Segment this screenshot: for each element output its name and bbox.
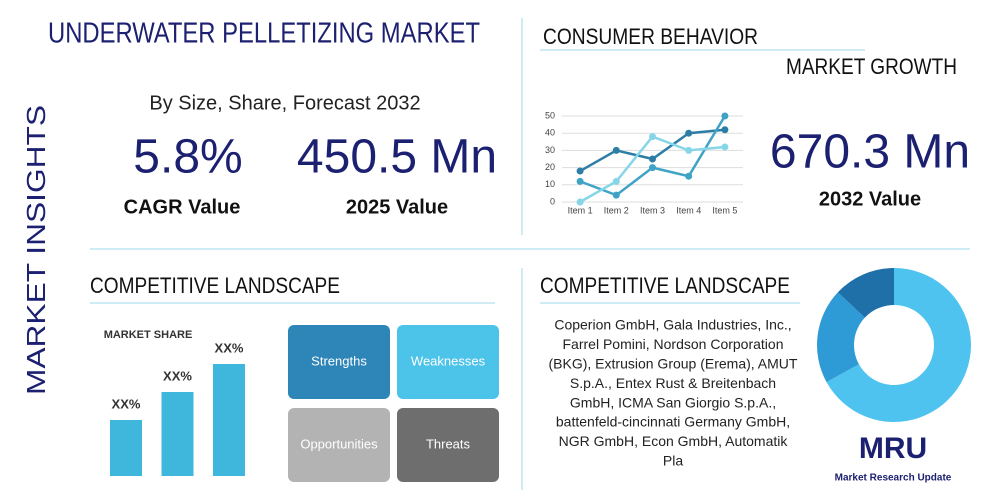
stat-label: 2032 Value [819,188,921,210]
point [685,129,693,137]
y-tick-label: 50 [545,110,555,120]
company-text: Farrel Pomini, Nordson Corporation [563,336,784,352]
point [685,172,693,180]
point [612,146,620,154]
y-tick-label: 40 [545,128,555,138]
swot-label: Weaknesses [411,353,486,368]
company-text: (BKG), Extrusion Group (Erema), AMUT [549,356,798,372]
section-subtitle: MARKET GROWTH [786,54,957,79]
subtitle: By Size, Share, Forecast 2032 [149,92,420,114]
y-tick-label: 30 [545,145,555,155]
point [649,133,656,141]
logo-name: Market Research Update [835,473,952,484]
bar [213,364,245,476]
point [576,167,584,175]
bar [110,420,142,476]
company-text: Pla [663,453,683,469]
company-text: NGR GmbH, Econ GmbH, Automatik [559,433,789,449]
donut-slice [837,268,894,318]
swot-box [288,325,390,399]
y-tick-label: 10 [545,179,555,189]
point [612,177,620,185]
company-text: battenfeld-cincinnati Germany GmbH, [556,414,790,430]
value-label: XX% [163,368,192,383]
section-title: CONSUMER BEHAVIOR [543,24,758,49]
stat-label: 2025 Value [346,196,448,218]
value-label: XX% [215,340,244,355]
donut-slice [826,268,971,423]
swot-label: Threats [426,436,471,451]
point [721,112,729,120]
stat-label: CAGR Value [124,196,241,218]
side-label: MARKET INSIGHTS [21,105,51,395]
point [612,191,620,199]
value-label: XX% [112,396,141,411]
main-title: UNDERWATER PELLETIZING MARKET [48,18,480,50]
donut-slice [817,292,865,383]
point [649,155,656,163]
company-text: Coperion GmbH, Gala Industries, Inc., [554,317,791,333]
swot-label: Strengths [311,353,367,368]
point [576,198,584,206]
section-title: COMPETITIVE LANDSCAPE [540,273,790,298]
y-tick-label: 0 [550,196,555,206]
swot-box [288,408,390,482]
x-tick-label: Item 5 [712,205,737,215]
point [721,126,729,134]
y-tick-label: 20 [545,162,555,172]
logo-mark: MRU [859,432,927,465]
bar [161,392,194,476]
point [649,164,656,172]
swot-box [397,325,499,399]
x-tick-label: Item 3 [640,205,665,215]
point [576,177,584,185]
swot-label: Opportunities [300,436,378,451]
company-text: S.p.A., Entex Rust & Breitenbach [570,375,776,391]
x-tick-label: Item 1 [568,205,593,215]
x-tick-label: Item 2 [604,205,629,215]
stat-value: 670.3 Mn [770,126,970,179]
section-title: COMPETITIVE LANDSCAPE [90,273,340,298]
stat-value: 450.5 Mn [297,131,497,184]
point [685,146,693,154]
point [721,143,729,151]
stat-value: 5.8% [133,131,242,184]
x-tick-label: Item 4 [676,205,701,215]
company-text: GmbH, ICMA San Giorgio S.p.A., [570,394,776,410]
swot-box [397,408,499,482]
bar-chart-title: MARKET SHARE [104,329,193,341]
